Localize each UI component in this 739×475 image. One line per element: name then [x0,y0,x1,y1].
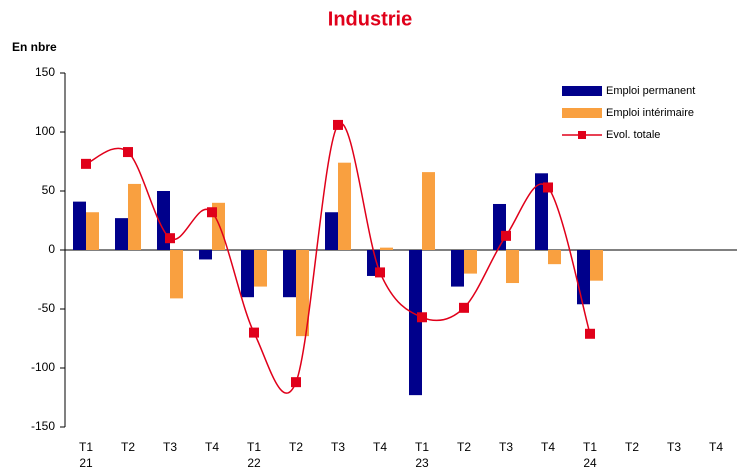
y-axis-label: En nbre [12,40,57,54]
x-tick-label: T1 [583,440,597,454]
line-marker [459,302,469,313]
bar [380,247,393,250]
bar [296,250,309,337]
legend-label: Emploi intérimaire [606,107,694,119]
bar [73,201,86,250]
bar [409,250,422,396]
bar [170,250,183,299]
bar [128,183,141,250]
bar [325,212,338,250]
x-tick-label: T1 [79,440,93,454]
x-tick-label: T4 [709,440,723,454]
line-marker [291,377,301,388]
x-tick-label: 21 [79,456,93,470]
legend-label: Evol. totale [606,129,660,141]
line-marker [585,328,595,339]
y-tick-label: 50 [42,183,56,197]
y-tick-label: 150 [35,65,55,79]
line-marker [81,158,91,169]
bar [506,250,519,284]
line-marker [165,233,175,244]
line-marker [123,147,133,158]
y-tick-label: -50 [38,301,56,315]
x-tick-label: 23 [415,456,429,470]
legend-swatch [562,86,602,96]
y-tick-label: -150 [31,419,55,433]
line-marker [207,207,217,218]
legend-swatch [562,108,602,118]
line-marker [333,119,343,130]
bar [577,250,590,305]
bar [590,250,603,281]
x-tick-label: T4 [205,440,219,454]
bar [254,250,267,287]
line-marker [249,327,259,338]
x-tick-label: T1 [247,440,261,454]
x-tick-label: T2 [289,440,303,454]
x-tick-label: T3 [331,440,345,454]
line-marker [375,267,385,278]
line-marker [543,182,553,193]
bar [199,250,212,260]
bar [241,250,254,298]
bar [451,250,464,287]
line-marker [417,312,427,323]
x-tick-label: T4 [541,440,555,454]
y-tick-label: 100 [35,124,55,138]
y-tick-label: 0 [48,242,55,256]
bar [535,173,548,250]
x-tick-label: T3 [499,440,513,454]
bar [548,250,561,265]
bar [283,250,296,298]
bar [493,203,506,250]
bar [86,212,99,250]
x-tick-label: 22 [247,456,261,470]
bar [464,250,477,274]
x-tick-label: T4 [373,440,387,454]
line-marker [501,230,511,241]
x-tick-label: T1 [415,440,429,454]
bar [338,162,351,250]
legend-swatch [578,131,586,139]
x-tick-label: T2 [121,440,135,454]
x-tick-label: T2 [457,440,471,454]
x-tick-label: 24 [583,456,597,470]
y-tick-label: -100 [31,360,55,374]
legend-label: Emploi permanent [606,85,695,97]
x-tick-label: T2 [625,440,639,454]
x-tick-label: T3 [667,440,681,454]
bar [422,172,435,250]
chart-title: Industrie [328,8,412,30]
x-tick-label: T3 [163,440,177,454]
bar [115,218,128,250]
